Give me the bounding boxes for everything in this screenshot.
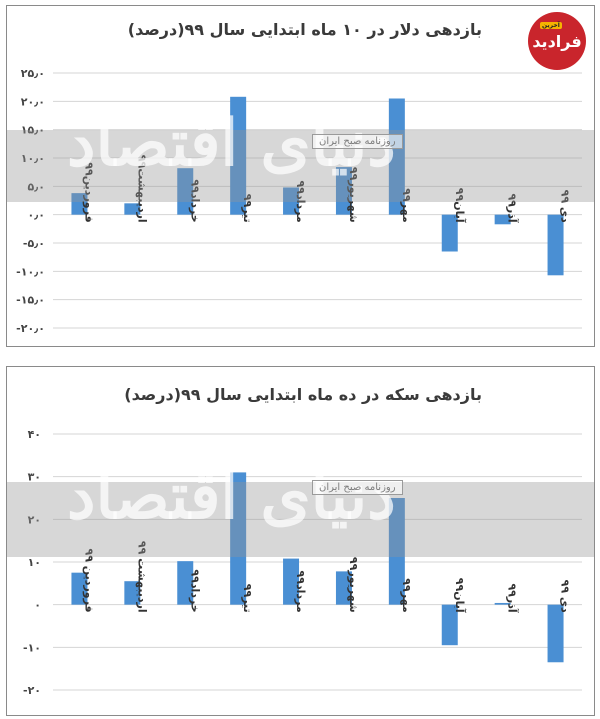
y-tick-label: ۱۰٫۰ [21,152,45,165]
category-label: آذر۹۹ [506,193,520,222]
category-label: دی ۹۹ [559,580,572,613]
bar [124,203,141,215]
bar [494,214,511,225]
logo-tag: آخرین [540,22,562,29]
category-label: شهریور۹۹ [347,557,360,613]
watermark-stamp: روزنامه صبح ایران [312,480,403,495]
y-tick-label: ۰ [34,599,41,612]
bar [441,604,458,646]
faradid-logo: آخرین فرادید [528,12,586,70]
category-label: مهر۹۹ [400,188,413,222]
bar [388,98,405,215]
y-tick-label: ۰٫۰ [27,209,45,222]
chart-title: بازدهی دلار در ۱۰ ماه ابتدایی سال ۹۹(درص… [127,20,482,39]
category-label: شهریور۹۹ [347,167,360,223]
bar [335,167,352,215]
y-tick-label: -۱۰٫۰ [16,265,45,278]
category-label: آبان۹۹ [453,188,467,223]
bar [547,604,564,663]
category-label: اردیبهشت ۹۹ [135,541,148,613]
bar [230,472,247,605]
category-label: تیر۹۹ [241,194,254,223]
category-label: خرداد۹۹ [188,179,201,222]
category-label: مرداد۹۹ [294,571,307,613]
category-label: اردیبهشت۹۹ [135,155,148,223]
bar [124,581,141,605]
y-tick-label: ۴۰ [28,428,41,441]
bar [494,602,511,605]
category-label: فروردین ۹۹ [82,548,95,612]
y-tick-label: ۳۰ [28,471,41,484]
coin-returns-panel: ۴۰ ۳۰ ۲۰ ۱۰ ۰ -۱۰ -۲۰ فروردین ۹۹ اردیبهشت ۹۹ خردا… [6,366,595,716]
watermark-text: دنیای اقتصاد [67,459,396,534]
watermark-band [7,482,594,557]
category-label: آبان۹۹ [453,578,467,613]
y-tick-label: ۵٫۰ [27,180,45,193]
chart-title: بازدهی سکه در ده ماه ابتدایی سال ۹۹(درصد… [124,385,482,404]
bar [283,187,300,215]
dollar-returns-chart: ۲۵٫۰ ۲۰٫۰ ۱۵٫۰ ۱۰٫۰ ۵٫۰ ۰٫۰ -۵٫۰ -۱۰٫۰ -۱۵٫۰ -۲۰٫… [16,67,582,335]
category-label: خرداد۹۹ [188,569,201,612]
bar [230,96,247,215]
y-tick-label: ۲۵٫۰ [21,67,45,80]
bar [335,571,352,605]
coin-returns-chart: ۴۰ ۳۰ ۲۰ ۱۰ ۰ -۱۰ -۲۰ فروردین ۹۹ اردیبهشت ۹۹ خردا… [23,428,582,697]
y-tick-label: ۱۰ [28,556,41,569]
bar [71,572,88,605]
watermark-stamp: روزنامه صبح ایران [312,134,403,149]
y-tick-label: ۱۵٫۰ [21,124,45,137]
bar [177,168,194,215]
category-label: آذر۹۹ [506,583,520,612]
bar [71,193,88,215]
category-label: فروردین۹۹ [82,162,95,222]
category-label: مهر۹۹ [400,578,413,612]
bar [177,561,194,605]
y-tick-label: -۱۰ [23,641,41,654]
y-tick-label: -۲۰ [23,684,41,697]
y-tick-label: -۱۵٫۰ [16,294,45,307]
bar [441,214,458,252]
y-tick-label: ۲۰٫۰ [21,95,45,108]
dollar-returns-panel: ۲۵٫۰ ۲۰٫۰ ۱۵٫۰ ۱۰٫۰ ۵٫۰ ۰٫۰ -۵٫۰ -۱۰٫۰ -۱۵٫۰ -۲۰٫… [6,5,595,347]
y-tick-label: ۲۰ [28,513,41,526]
y-tick-label: -۲۰٫۰ [16,322,45,335]
bar [283,558,300,605]
logo-text: فرادید [532,31,582,51]
bar [547,214,564,276]
watermark-band [7,130,594,202]
category-label: مرداد۹۹ [294,181,307,223]
category-label: دی ۹۹ [559,190,572,223]
bar [388,498,405,605]
y-tick-label: -۵٫۰ [23,237,45,250]
category-label: تیر۹۹ [241,584,254,613]
